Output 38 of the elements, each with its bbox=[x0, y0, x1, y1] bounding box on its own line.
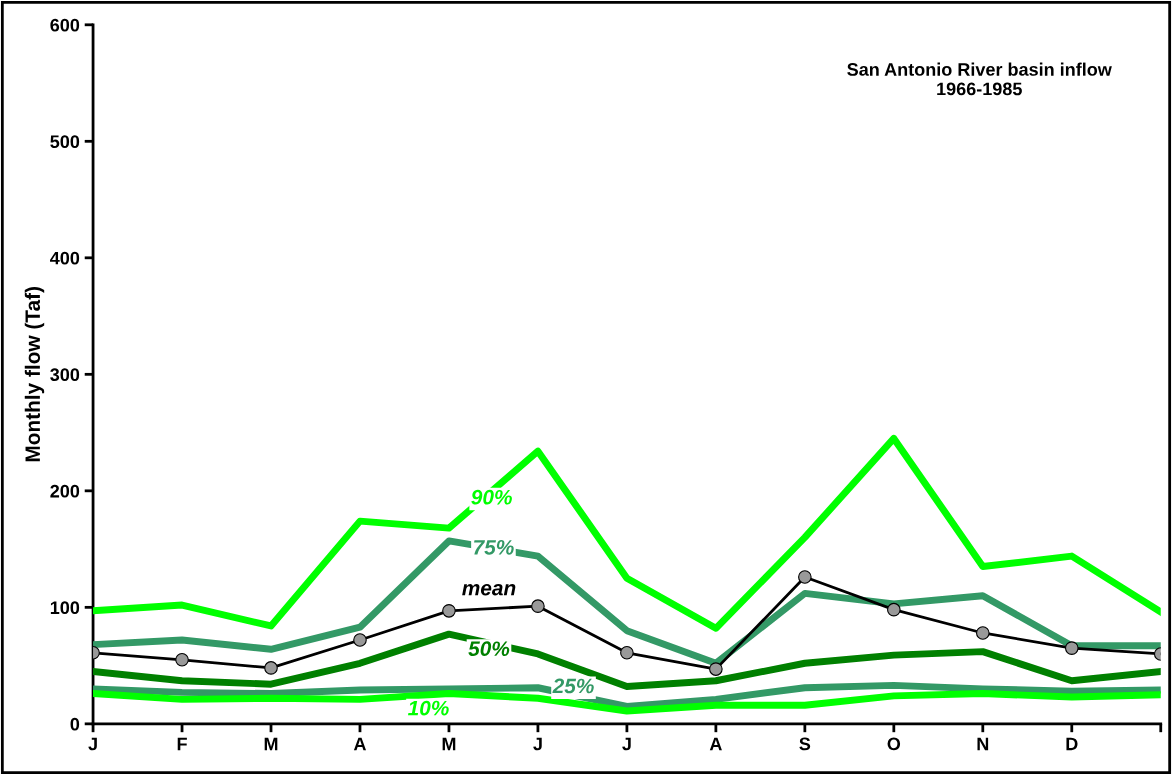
series-label: 75% bbox=[474, 540, 514, 555]
point bbox=[353, 633, 367, 647]
x-tick-label: M bbox=[264, 737, 278, 751]
point bbox=[798, 570, 812, 584]
text: San Antonio River basin inflow 1966-1985 bbox=[847, 62, 1112, 96]
x-tick-label: S bbox=[799, 737, 811, 751]
y-tick-label: 300 bbox=[50, 368, 80, 382]
x-tick-label: A bbox=[709, 737, 722, 751]
y-tick-label: 600 bbox=[50, 18, 80, 32]
point bbox=[442, 604, 456, 618]
series-label: 50% bbox=[468, 641, 510, 657]
y-tick-label: 200 bbox=[50, 484, 80, 498]
x-tick-label: J bbox=[622, 737, 631, 751]
x-tick-label: F bbox=[177, 737, 187, 751]
x-tick-label: O bbox=[887, 737, 901, 751]
point bbox=[620, 645, 634, 660]
point bbox=[531, 599, 545, 613]
x-tick-label: N bbox=[977, 737, 989, 751]
point bbox=[709, 662, 723, 676]
x-tick-label: J bbox=[533, 737, 542, 751]
y-tick-label: 100 bbox=[50, 601, 80, 615]
x-tick-label: A bbox=[353, 737, 367, 751]
y-axis-title: Monthly flow (Taf) bbox=[24, 287, 45, 462]
series-label: 10% bbox=[407, 700, 449, 716]
point bbox=[175, 652, 189, 667]
y-tick-label: 0 bbox=[70, 717, 80, 731]
point bbox=[264, 661, 278, 675]
series-label: 90% bbox=[471, 489, 512, 505]
y-tick-label: 400 bbox=[50, 251, 80, 265]
point bbox=[975, 626, 990, 640]
x-tick-label: M bbox=[442, 737, 456, 751]
point bbox=[887, 602, 901, 617]
series-label: mean bbox=[462, 584, 516, 596]
x-tick-label: D bbox=[1066, 737, 1078, 751]
y-tick-label: 500 bbox=[50, 135, 80, 149]
series-label: 25% bbox=[552, 678, 594, 694]
x-tick-label: J bbox=[88, 737, 97, 751]
point bbox=[1064, 641, 1079, 655]
